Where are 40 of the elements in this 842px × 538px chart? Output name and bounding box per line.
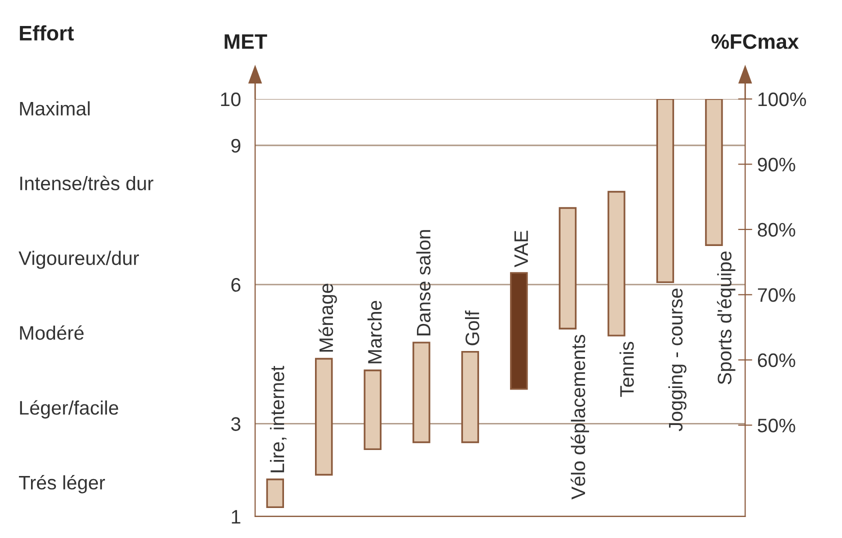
bar xyxy=(510,272,528,390)
y2-tick-label: 80% xyxy=(758,222,796,237)
bar xyxy=(364,370,382,450)
text: Vigoureux/dur xyxy=(18,250,139,269)
bar xyxy=(656,98,674,284)
y-tick-label: 1 xyxy=(232,510,240,524)
y2-tick-label: 50% xyxy=(758,418,796,432)
y2-tick-label: 100% xyxy=(758,92,806,106)
x-tick-label: Tennis xyxy=(620,342,634,397)
text: Trés léger xyxy=(18,475,105,494)
y-tick-label: 10 xyxy=(221,92,240,106)
text: Maximal xyxy=(20,101,90,116)
x-tick-label: VAE xyxy=(514,230,528,268)
text: Modéré xyxy=(20,325,84,340)
bar xyxy=(412,342,430,444)
bar xyxy=(558,207,577,330)
y-axis-title: MET xyxy=(224,34,268,49)
y2-tick-label: 90% xyxy=(758,158,796,172)
y-tick-label: 3 xyxy=(231,417,240,431)
y-tick-label: 9 xyxy=(231,138,240,153)
text: Intense/très dur xyxy=(20,176,154,190)
x-tick-label: Marche xyxy=(367,300,382,364)
bar xyxy=(608,190,626,336)
y2-axis-title: %FCmax xyxy=(711,34,799,49)
y2-tick-label: 60% xyxy=(758,353,796,368)
y2-tick-label: 70% xyxy=(758,288,796,302)
x-tick-label: Lire, internet xyxy=(270,366,287,472)
x-tick-label: Golf xyxy=(465,310,480,346)
bar xyxy=(266,478,284,508)
bar xyxy=(315,358,333,476)
x-tick-label: Ménage xyxy=(318,284,337,352)
x-tick-label: Jogging - course xyxy=(668,288,686,432)
x-tick-label: Sports d'équipe xyxy=(716,252,736,384)
bar xyxy=(461,350,480,444)
x-tick-label: Danse salon xyxy=(416,230,431,336)
y-tick-label: 6 xyxy=(231,278,240,292)
bar xyxy=(705,98,723,246)
text: Léger/facile xyxy=(20,400,118,419)
x-tick-label: Vélo déplacements xyxy=(570,334,590,500)
y3-axis-title: Effort xyxy=(20,25,74,41)
